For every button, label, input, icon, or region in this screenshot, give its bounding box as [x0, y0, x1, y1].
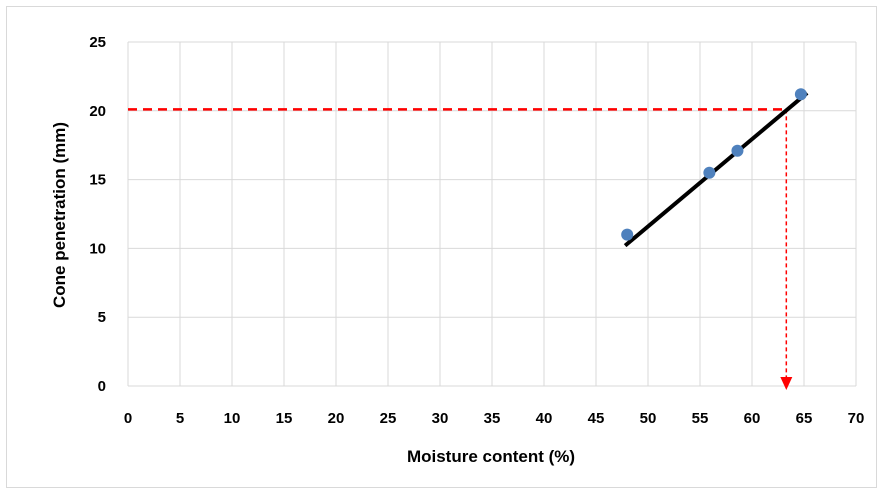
data-point — [794, 88, 807, 101]
x-tick-label: 0 — [124, 410, 132, 427]
data-points — [621, 88, 807, 241]
y-tick-label: 5 — [98, 309, 106, 326]
x-tick-label: 55 — [692, 410, 709, 427]
x-tick-label: 40 — [536, 410, 553, 427]
chart-frame — [6, 6, 877, 488]
y-tick-label: 15 — [89, 172, 106, 189]
y-axis-title: Cone penetration (mm) — [50, 122, 69, 308]
y-tick-labels: 0 5 10 15 20 25 — [89, 34, 106, 395]
x-tick-label: 35 — [484, 410, 501, 427]
y-tick-label: 10 — [89, 240, 106, 257]
arrow-head-icon — [780, 377, 793, 390]
trendline — [623, 91, 809, 248]
y-tick-label: 25 — [89, 34, 106, 51]
grid-lines — [127, 41, 857, 387]
x-tick-label: 70 — [848, 410, 865, 427]
x-axis-title: Moisture content (%) — [407, 447, 575, 466]
x-tick-label: 60 — [744, 410, 761, 427]
x-tick-label: 50 — [640, 410, 657, 427]
x-tick-label: 10 — [224, 410, 241, 427]
data-point — [703, 166, 716, 179]
x-tick-label: 25 — [380, 410, 397, 427]
reference-lines — [128, 108, 793, 390]
data-point — [731, 144, 744, 157]
x-tick-labels: 0 5 10 15 20 25 30 35 40 45 50 55 60 65 70 — [124, 410, 865, 427]
x-tick-label: 65 — [796, 410, 813, 427]
trendline-group — [623, 91, 809, 248]
x-tick-label: 5 — [176, 410, 184, 427]
data-point — [621, 228, 634, 241]
y-tick-label: 20 — [89, 103, 106, 120]
y-tick-label: 0 — [98, 378, 106, 395]
x-tick-label: 20 — [328, 410, 345, 427]
x-tick-label: 45 — [588, 410, 605, 427]
x-tick-label: 15 — [276, 410, 293, 427]
x-tick-label: 30 — [432, 410, 449, 427]
